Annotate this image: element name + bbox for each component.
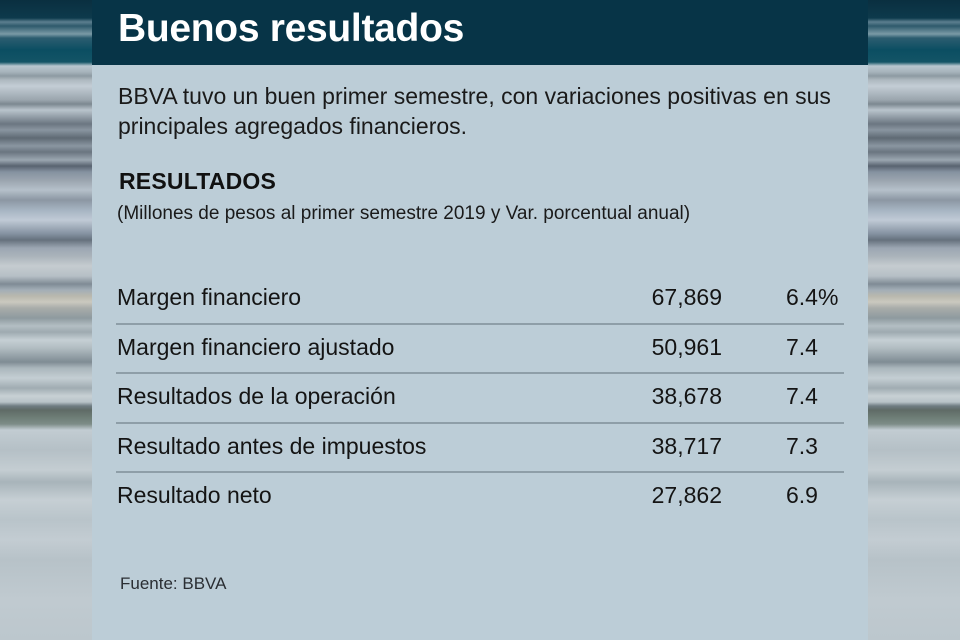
source-note: Fuente: BBVA bbox=[120, 574, 227, 593]
infographic-title: Buenos resultados bbox=[118, 7, 464, 50]
row-value: 67,869 bbox=[651, 284, 722, 310]
table-row: Margen financiero ajustado 50,961 7.4 bbox=[116, 325, 844, 374]
row-value: 27,862 bbox=[651, 482, 722, 508]
section-subtitle: (Millones de pesos al primer semestre 20… bbox=[117, 203, 691, 224]
table-row: Resultado neto 27,862 6.9 bbox=[116, 473, 844, 523]
intro-text: BBVA tuvo un buen primer semestre, con v… bbox=[118, 83, 831, 139]
row-label: Resultado neto bbox=[117, 482, 272, 508]
row-label: Margen financiero ajustado bbox=[117, 333, 395, 360]
row-label: Resultados de la operación bbox=[117, 383, 396, 409]
row-label: Margen financiero bbox=[117, 284, 302, 310]
row-variation: 7.3 bbox=[786, 432, 818, 459]
results-table: Margen financiero 67,869 6.4% Margen fin… bbox=[116, 275, 844, 523]
header-bar: Buenos resultados bbox=[92, 0, 868, 65]
row-value: 50,961 bbox=[651, 333, 722, 360]
infographic-panel: Buenos resultados BBVA tuvo un buen prim… bbox=[92, 0, 868, 640]
row-variation: 7.4 bbox=[786, 383, 818, 409]
table-row: Resultado antes de impuestos 38,717 7.3 bbox=[116, 424, 844, 473]
row-variation: 6.4% bbox=[786, 284, 839, 310]
row-value: 38,717 bbox=[651, 432, 722, 459]
table-row: Margen financiero 67,869 6.4% bbox=[116, 275, 844, 325]
section-title: RESULTADOS bbox=[119, 168, 277, 194]
table-row: Resultados de la operación 38,678 7.4 bbox=[116, 374, 844, 424]
row-variation: 7.4 bbox=[786, 333, 818, 360]
row-variation: 6.9 bbox=[786, 482, 818, 508]
row-label: Resultado antes de impuestos bbox=[117, 432, 427, 459]
row-value: 38,678 bbox=[651, 383, 722, 409]
